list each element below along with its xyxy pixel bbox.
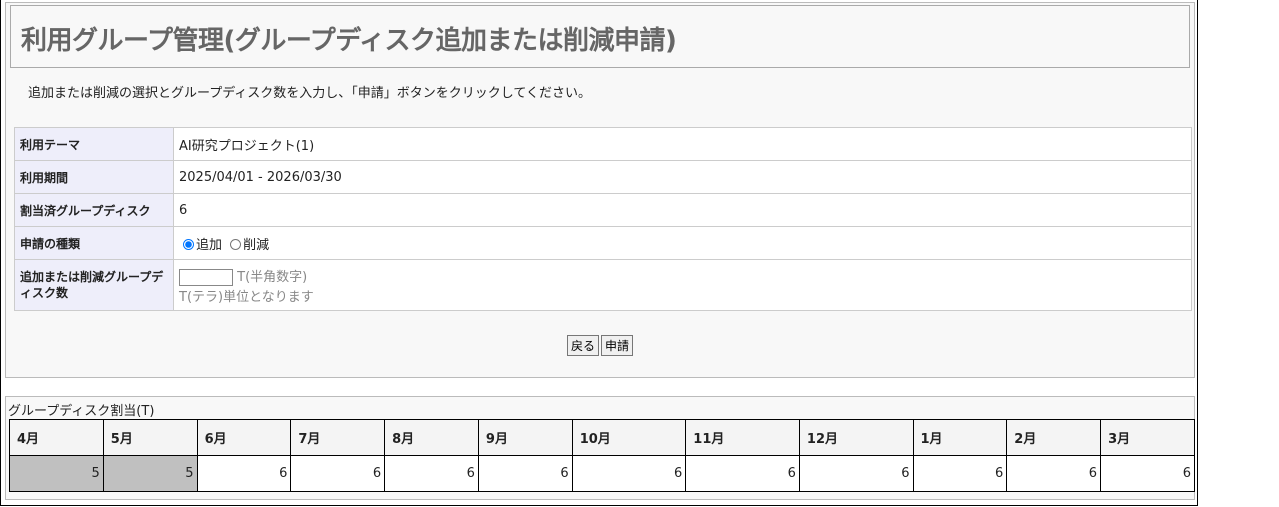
allocation-value: 6 [798,455,914,492]
button-bar: 戻る 申請 [6,335,1194,356]
month-header: 11月 [685,419,800,456]
allocation-value: 6 [685,455,800,492]
amount-cell: T(半角数字) T(テラ)単位となります [173,259,1192,311]
allocation-value: 5 [9,455,104,492]
amount-input[interactable] [179,268,233,286]
type-options: 追加 削減 [173,226,1192,260]
form-row-allocated: 割当済グループディスク 6 [14,193,1192,227]
type-add-radio[interactable] [183,238,194,250]
allocation-panel: グループディスク割当(T) 4月 5月 6月 7月 8月 9月 10月 11月 12月 1月 2月 3… [5,396,1195,500]
type-add-label[interactable]: 追加 [196,237,223,253]
month-header: 5月 [102,419,198,456]
page-frame: 利用グループ管理(グループディスク追加または削減申請) 追加または削減の選択とグ… [0,0,1198,506]
instruction-text: 追加または削減の選択とグループディスク数を入力し、「申請」ボタンをクリックしてく… [28,86,592,101]
allocation-value: 6 [912,455,1008,492]
type-label: 申請の種類 [14,226,174,260]
amount-unit: T(半角数字) [237,269,308,285]
type-add-option[interactable]: 追加 [179,238,222,253]
month-header: 6月 [196,419,292,456]
allocation-value: 6 [196,455,292,492]
month-header: 12月 [798,419,914,456]
month-header: 3月 [1100,419,1195,456]
allocation-value: 5 [102,455,198,492]
page-title: 利用グループ管理(グループディスク追加または削減申請) [21,26,677,56]
allocation-value: 6 [290,455,386,492]
month-header: 9月 [477,419,573,456]
type-reduce-radio[interactable] [230,238,242,250]
month-header: 7月 [290,419,386,456]
type-reduce-label[interactable]: 削減 [243,237,270,253]
allocation-value: 6 [571,455,687,492]
month-header: 4月 [9,419,104,456]
month-header-row: 4月 5月 6月 7月 8月 9月 10月 11月 12月 1月 2月 3月 [9,419,1195,456]
type-reduce-option[interactable]: 削減 [226,238,269,253]
allocation-value: 6 [1006,455,1102,492]
application-form: 利用テーマ AI研究プロジェクト(1) 利用期間 2025/04/01 - 2026… [14,127,1192,311]
form-row-amount: 追加または削減グループディスク数 T(半角数字) T(テラ)単位となります [14,259,1192,311]
amount-note: T(テラ)単位となります [179,289,314,305]
allocated-label: 割当済グループディスク [14,193,174,227]
allocation-value: 6 [1100,455,1195,492]
month-header: 8月 [384,419,479,456]
form-row-theme: 利用テーマ AI研究プロジェクト(1) [14,127,1192,161]
allocated-value: 6 [173,193,1192,227]
allocation-value: 6 [384,455,479,492]
theme-label: 利用テーマ [14,127,174,161]
period-label: 利用期間 [14,160,174,194]
period-value: 2025/04/01 - 2026/03/30 [173,160,1192,194]
month-header: 10月 [571,419,687,456]
title-box: 利用グループ管理(グループディスク追加または削減申請) [10,5,1190,68]
apply-button[interactable]: 申請 [601,335,634,356]
allocation-title: グループディスク割当(T) [8,404,155,419]
form-row-period: 利用期間 2025/04/01 - 2026/03/30 [14,160,1192,194]
form-row-type: 申請の種類 追加 削減 [14,226,1192,260]
allocation-value: 6 [477,455,573,492]
application-panel: 利用グループ管理(グループディスク追加または削減申請) 追加または削減の選択とグ… [5,2,1195,378]
theme-value: AI研究プロジェクト(1) [173,127,1192,161]
back-button[interactable]: 戻る [566,335,599,356]
month-header: 2月 [1006,419,1102,456]
amount-label: 追加または削減グループディスク数 [14,259,174,311]
month-header: 1月 [912,419,1008,456]
